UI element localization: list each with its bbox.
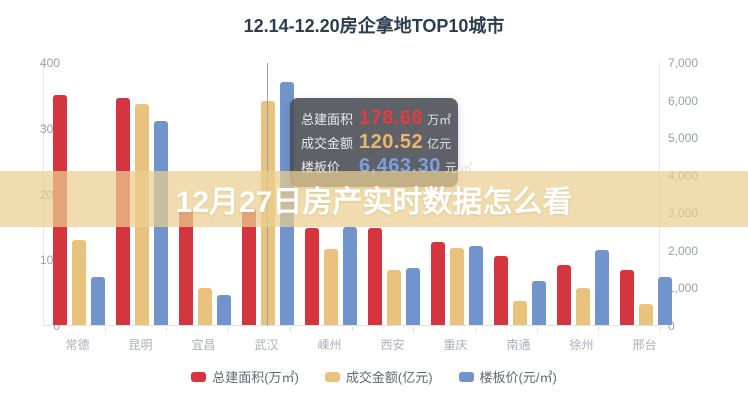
legend-swatch-gold [324,371,340,382]
x-axis-label-徐州: 徐州 [569,338,594,352]
x-axis-label-重庆: 重庆 [443,338,468,352]
chart-title: 12.14-12.20房企拿地TOP10城市 [243,16,505,36]
bar-徐州-deal-amount[interactable] [575,288,590,325]
x-axis-tick [166,327,167,331]
x-axis-label-西安: 西安 [380,338,405,352]
x-axis-tick [228,327,229,331]
legend-label: 楼板价(元/㎡) [479,370,557,385]
bar-宜昌-floor-price[interactable] [216,295,231,325]
tooltip-value: 120.52 [359,131,424,153]
x-axis-tick [352,327,353,331]
bar-南通-floor-price[interactable] [531,281,546,325]
legend-swatch-red [191,371,207,382]
x-axis-label-邢台: 邢台 [632,338,657,352]
y-axis-left-tick: 400 [39,56,60,70]
x-axis-tick [475,327,476,331]
x-axis-label-宜昌: 宜昌 [191,338,216,352]
bar-南通-built-area[interactable] [493,256,508,325]
y-axis-left-tick: 300 [39,121,60,136]
headline-overlay-band [0,171,748,227]
bar-宜昌-deal-amount[interactable] [197,288,212,325]
bar-重庆-floor-price[interactable] [468,246,483,325]
tooltip-value: 178.68 [359,107,424,129]
tooltip-unit: 亿元 [427,137,452,151]
y-axis-right-tick: 7,000 [668,56,699,70]
x-axis-label-南通: 南通 [506,338,531,352]
y-axis-right-tick: 6,000 [668,93,699,108]
bar-邢台-floor-price[interactable] [657,277,672,325]
bar-邢台-built-area[interactable] [619,270,634,325]
bar-南通-deal-amount[interactable] [512,301,527,325]
bar-重庆-built-area[interactable] [430,242,445,325]
bar-武汉-built-area[interactable] [241,208,256,325]
x-axis-tick [537,327,538,331]
x-axis-label-昆明: 昆明 [128,338,153,352]
bar-徐州-built-area[interactable] [556,265,571,325]
bar-常德-deal-amount[interactable] [71,240,86,325]
legend-label: 总建面积(万㎡) [212,370,299,385]
legend-item-floor-price[interactable]: 楼板价(元/㎡) [458,367,557,386]
bar-西安-built-area[interactable] [367,228,382,325]
tooltip-row-built-area: 总建面积 178.68 万㎡ [301,107,451,131]
legend-item-built-area[interactable]: 总建面积(万㎡) [191,367,299,386]
x-axis-tick [413,327,414,331]
y-axis-left-tick: 0 [53,319,60,333]
x-axis-tick [660,327,661,331]
y-axis-right-tick: 5,000 [668,131,699,146]
bar-常德-floor-price[interactable] [90,277,105,325]
tooltip-row-deal-amount: 成交金额 120.52 亿元 [301,131,451,155]
tooltip-label: 成交金额 [301,136,354,151]
y-axis-right-tick: 2,000 [668,243,699,258]
tooltip-unit: 万㎡ [427,113,452,127]
legend-swatch-blue [458,371,474,382]
y-axis-right-tick: 1,000 [668,281,699,296]
x-axis-label-嵊州: 嵊州 [317,338,342,352]
y-axis-left-tick: 100 [39,253,60,268]
bar-嵊州-deal-amount[interactable] [323,249,338,325]
bar-西安-deal-amount[interactable] [386,270,401,325]
tooltip-label: 总建面积 [301,112,354,127]
y-axis-right-tick: 0 [668,319,675,333]
bar-嵊州-built-area[interactable] [304,228,319,325]
bar-邢台-deal-amount[interactable] [638,304,653,325]
x-axis-label-常德: 常德 [65,338,90,352]
bar-西安-floor-price[interactable] [405,268,420,325]
x-axis-tick [290,327,291,331]
x-axis-label-武汉: 武汉 [254,338,279,352]
bar-重庆-deal-amount[interactable] [449,248,464,325]
x-axis-tick [598,327,599,331]
x-axis-tick [105,327,106,331]
legend-item-deal-amount[interactable]: 成交金额(亿元) [324,367,433,386]
legend-label: 成交金额(亿元) [345,370,433,385]
bar-徐州-floor-price[interactable] [594,250,609,325]
bar-嵊州-floor-price[interactable] [342,227,357,325]
bar-宜昌-built-area[interactable] [178,209,193,325]
headline-overlay-text: 12月27日房产实时数据怎么看 [175,186,573,219]
chart-legend: 总建面积(万㎡) 成交金额(亿元) 楼板价(元/㎡) [0,367,748,386]
